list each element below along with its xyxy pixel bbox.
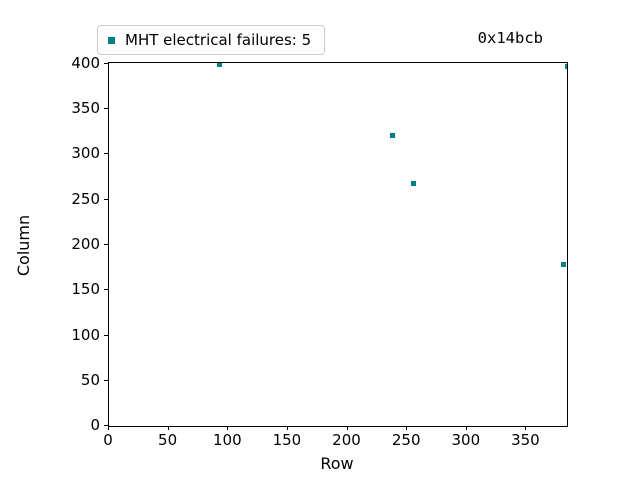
x-axis-label: Row [320, 454, 354, 473]
x-tick-label: 0 [103, 431, 113, 449]
scatter-point [217, 63, 223, 68]
scatter-point [390, 132, 396, 138]
x-tick-label: 50 [158, 431, 178, 449]
y-tick-mark [104, 108, 108, 110]
x-tick-label: 350 [511, 431, 540, 449]
y-tick-label: 50 [80, 370, 100, 389]
y-tick-label: 300 [71, 144, 100, 163]
y-tick-label: 400 [71, 53, 100, 72]
x-tick-mark [227, 426, 229, 430]
y-axis-label: Column [14, 214, 33, 277]
y-tick-mark [104, 153, 108, 155]
y-tick-mark [104, 198, 108, 200]
y-tick-mark [104, 289, 108, 291]
y-tick-mark [104, 425, 108, 426]
x-tick-mark [346, 426, 348, 430]
y-tick-label: 150 [71, 280, 100, 299]
x-tick-label: 300 [451, 431, 481, 449]
y-tick-label: 350 [71, 99, 100, 118]
chart-title: 0x14bcb [477, 29, 543, 47]
x-tick-mark [406, 426, 408, 430]
scatter-point [564, 64, 567, 70]
x-tick-label: 150 [272, 431, 302, 449]
y-tick-mark [104, 379, 108, 381]
y-tick-label: 100 [71, 325, 100, 344]
plot-area [108, 62, 568, 427]
y-tick-mark [104, 334, 108, 336]
scatter-points-layer [109, 63, 567, 426]
y-tick-label: 0 [90, 416, 100, 434]
x-tick-label: 200 [332, 431, 361, 449]
y-tick-mark [104, 244, 108, 245]
x-tick-mark [108, 426, 109, 430]
scatter-point [410, 180, 416, 186]
x-tick-mark [167, 426, 169, 430]
legend: MHT electrical failures: 5 [97, 25, 325, 55]
x-tick-mark [286, 426, 288, 430]
x-tick-label: 250 [391, 431, 421, 449]
scatter-point [560, 262, 566, 268]
legend-marker-square-icon [108, 36, 115, 44]
y-tick-label: 200 [71, 235, 100, 253]
legend-label: MHT electrical failures: 5 [125, 31, 312, 49]
x-tick-label: 100 [212, 431, 242, 449]
y-tick-label: 250 [71, 189, 100, 208]
x-tick-mark [465, 426, 467, 430]
y-tick-mark [104, 62, 108, 64]
x-tick-mark [525, 426, 527, 430]
